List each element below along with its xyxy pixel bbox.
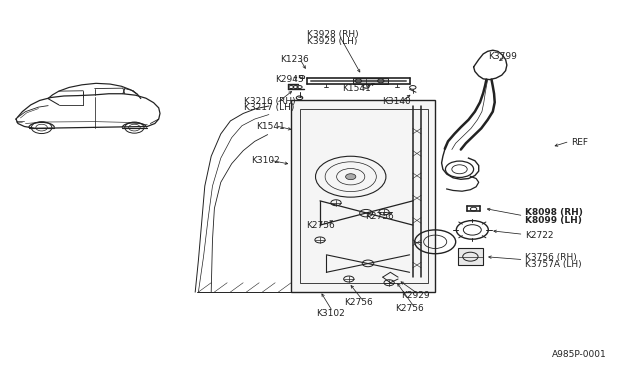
Text: K3102: K3102 <box>316 309 345 318</box>
Text: A985P-0001: A985P-0001 <box>552 350 607 359</box>
Text: K1541: K1541 <box>256 122 285 131</box>
Text: K3757A (LH): K3757A (LH) <box>525 260 581 269</box>
Text: K3928 (RH): K3928 (RH) <box>307 30 359 39</box>
Text: REF: REF <box>571 138 588 147</box>
Text: K3799: K3799 <box>488 52 516 61</box>
Text: K3756 (RH): K3756 (RH) <box>525 253 577 262</box>
Text: K3102: K3102 <box>251 156 280 165</box>
Bar <box>458 248 483 265</box>
Text: K1541: K1541 <box>342 84 371 93</box>
Text: K3929 (LH): K3929 (LH) <box>307 37 358 46</box>
Text: K1236: K1236 <box>280 55 309 64</box>
Text: K8099 (LH): K8099 (LH) <box>525 216 582 225</box>
Text: K2756: K2756 <box>306 221 335 230</box>
Text: K8098 (RH): K8098 (RH) <box>525 208 582 217</box>
Bar <box>353 78 388 84</box>
Text: K2722: K2722 <box>525 231 554 240</box>
Text: K2945: K2945 <box>275 76 304 84</box>
Text: K2756: K2756 <box>365 212 394 221</box>
Text: K2756: K2756 <box>344 298 373 307</box>
Text: K3140: K3140 <box>382 97 411 106</box>
Text: K3216 (RH): K3216 (RH) <box>244 97 296 106</box>
Text: K2929: K2929 <box>401 291 429 300</box>
Circle shape <box>346 174 356 180</box>
Text: K3217 (LH): K3217 (LH) <box>244 103 295 112</box>
Text: K2756: K2756 <box>396 304 424 313</box>
Bar <box>291 100 435 292</box>
Bar <box>300 109 428 283</box>
